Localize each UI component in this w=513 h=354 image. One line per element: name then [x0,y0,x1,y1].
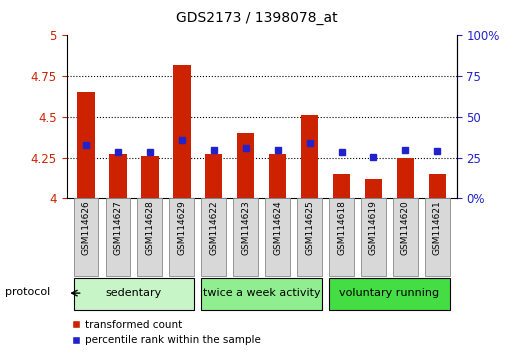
Text: GSM114621: GSM114621 [433,201,442,255]
Bar [393,198,418,276]
Text: GSM114620: GSM114620 [401,201,410,255]
Text: GSM114629: GSM114629 [177,201,186,255]
Bar [397,158,414,198]
Bar [269,154,286,198]
Bar [329,198,354,276]
Bar [202,198,226,276]
Bar [109,154,127,198]
Bar [73,198,98,276]
Bar [301,115,319,198]
Text: GDS2173 / 1398078_at: GDS2173 / 1398078_at [175,11,338,25]
Bar [173,65,190,198]
Bar [233,198,258,276]
Bar [77,92,95,198]
Text: twice a week activity: twice a week activity [203,288,321,298]
Bar [365,179,382,198]
Text: sedentary: sedentary [106,288,162,298]
Text: GSM114622: GSM114622 [209,201,218,255]
Bar [329,278,450,310]
Bar [425,198,450,276]
Bar [73,278,194,310]
Text: GSM114618: GSM114618 [337,201,346,256]
Bar [106,198,130,276]
Bar [428,174,446,198]
Bar [137,198,162,276]
Text: GSM114624: GSM114624 [273,201,282,255]
Bar [361,198,386,276]
Text: GSM114628: GSM114628 [145,201,154,255]
Text: GSM114626: GSM114626 [82,201,90,255]
Text: GSM114623: GSM114623 [241,201,250,255]
Text: GSM114627: GSM114627 [113,201,122,255]
Legend: transformed count, percentile rank within the sample: transformed count, percentile rank withi… [72,320,261,345]
Bar [202,278,322,310]
Bar [141,156,159,198]
Bar [237,133,254,198]
Bar [333,174,350,198]
Bar [297,198,322,276]
Text: voluntary running: voluntary running [340,288,440,298]
Text: GSM114625: GSM114625 [305,201,314,255]
Bar [265,198,290,276]
Bar [169,198,194,276]
Bar [205,154,223,198]
Text: protocol: protocol [5,287,50,297]
Text: GSM114619: GSM114619 [369,201,378,256]
